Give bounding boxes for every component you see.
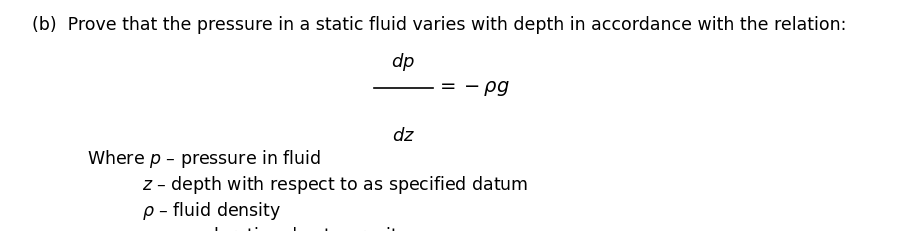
Text: $dz$: $dz$ [392,127,415,145]
Text: $dp$: $dp$ [392,51,415,73]
Text: (b)  Prove that the pressure in a static fluid varies with depth in accordance w: (b) Prove that the pressure in a static … [32,16,846,34]
Text: $\rho$ – fluid density: $\rho$ – fluid density [142,200,282,222]
Text: Where $p$ – pressure in fluid: Where $p$ – pressure in fluid [87,148,321,170]
Text: $z$ – depth with respect to as specified datum: $z$ – depth with respect to as specified… [142,174,528,196]
Text: $g$ – acceleration due to gravity: $g$ – acceleration due to gravity [142,225,409,231]
Text: $= -\rho g$: $= -\rho g$ [436,79,510,98]
